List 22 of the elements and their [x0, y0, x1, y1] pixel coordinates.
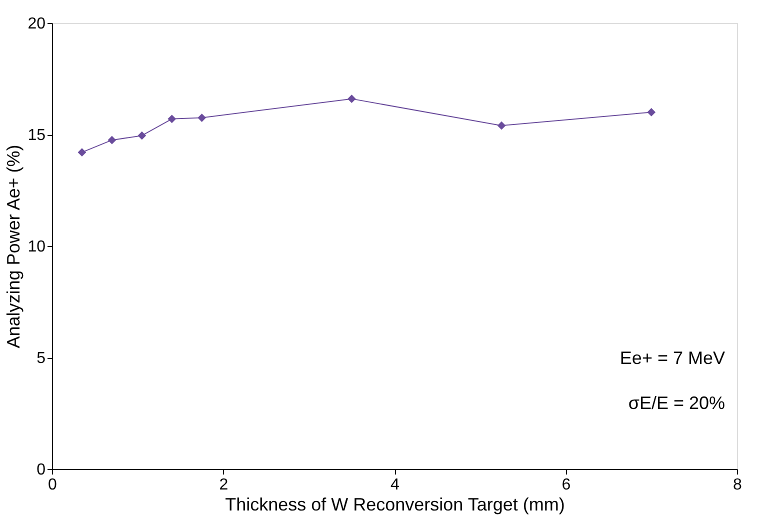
- annotation: σE/E = 20%: [628, 393, 725, 413]
- x-tick-label: 8: [733, 476, 742, 494]
- point: [138, 131, 146, 140]
- y-axis-title: Analyzing Power Ae+ (%): [4, 144, 24, 348]
- x-axis-title: Thickness of W Reconversion Target (mm): [225, 494, 565, 514]
- y-tick-label: 20: [28, 16, 46, 32]
- y-tick-label: 0: [36, 462, 46, 478]
- y-tick-label: 5: [36, 350, 46, 367]
- y-tick-label: 15: [28, 127, 46, 144]
- point: [168, 114, 176, 124]
- x-tick-label: 6: [562, 476, 571, 494]
- x-tick-label: 4: [390, 476, 400, 494]
- point: [198, 114, 206, 122]
- point: [348, 94, 356, 104]
- point: [497, 121, 506, 130]
- y-tick-label: 10: [28, 238, 46, 256]
- point: [647, 108, 656, 116]
- annotation: Ee+ = 7 MeV: [620, 348, 725, 368]
- x-tick-label: 0: [48, 476, 58, 494]
- x-tick-label: 2: [219, 476, 228, 494]
- point: [108, 136, 116, 144]
- point: [78, 148, 86, 157]
